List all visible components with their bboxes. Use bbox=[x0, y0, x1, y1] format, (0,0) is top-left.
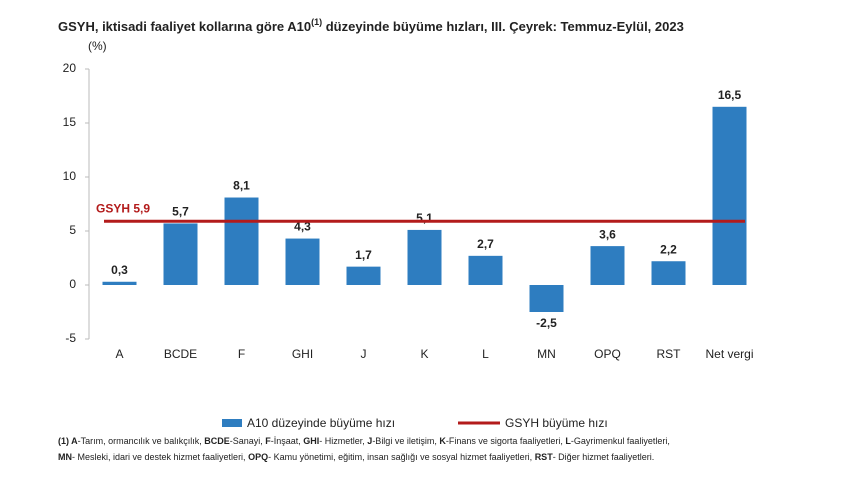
x-tick-label: K bbox=[420, 347, 428, 361]
y-tick-label: 5 bbox=[69, 223, 76, 237]
footnote-code: MN bbox=[58, 452, 72, 462]
bar bbox=[224, 197, 259, 285]
bar bbox=[407, 229, 442, 285]
footnote-text: -Sanayi, bbox=[229, 436, 266, 446]
footnote-code: L bbox=[565, 436, 571, 446]
footnote-code: J bbox=[367, 436, 373, 446]
chart-title: GSYH, iktisadi faaliyet kollarına göre A… bbox=[58, 17, 684, 34]
bar bbox=[285, 238, 320, 285]
footnote-code: F bbox=[265, 436, 271, 446]
bar bbox=[590, 246, 625, 285]
footnote-code: K bbox=[439, 436, 446, 446]
value-label: 0,3 bbox=[111, 263, 128, 277]
footnote-text: -Gayrimenkul faaliyetleri, bbox=[570, 436, 670, 446]
bar bbox=[102, 281, 137, 285]
value-label: 5,1 bbox=[416, 211, 433, 225]
footnote-line: MN- Mesleki, idari ve destek hizmet faal… bbox=[58, 449, 670, 465]
bar bbox=[346, 266, 381, 285]
title-rest: düzeyinde büyüme hızları, III. Çeyrek: T… bbox=[322, 19, 684, 34]
y-unit: (%) bbox=[88, 39, 107, 53]
bar bbox=[163, 223, 198, 285]
y-tick-label: 15 bbox=[63, 115, 77, 129]
value-label: -2,5 bbox=[536, 316, 557, 330]
x-tick-label: MN bbox=[537, 347, 556, 361]
x-tick-label: Net vergi bbox=[705, 347, 753, 361]
footnote-text: -Bilgi ve iletişim, bbox=[372, 436, 440, 446]
y-tick-label: 10 bbox=[63, 169, 77, 183]
value-label: 1,7 bbox=[355, 248, 372, 262]
footnote-code: OPQ bbox=[248, 452, 269, 462]
value-label: 4,3 bbox=[294, 220, 311, 234]
x-tick-label: RST bbox=[657, 347, 682, 361]
x-tick-label: A bbox=[115, 347, 123, 361]
footnote-text: -Tarım, ormancılık ve balıkçılık, bbox=[77, 436, 205, 446]
x-tick-label: BCDE bbox=[164, 347, 197, 361]
footnote-text: -Finans ve sigorta faaliyetleri, bbox=[445, 436, 566, 446]
value-label: 2,7 bbox=[477, 237, 494, 251]
x-tick-label: L bbox=[482, 347, 489, 361]
bar bbox=[529, 285, 564, 312]
y-tick-label: -5 bbox=[65, 331, 76, 345]
value-label: 16,5 bbox=[718, 88, 742, 102]
footnote-code: (1) A bbox=[58, 436, 78, 446]
legend-label: GSYH büyüme hızı bbox=[505, 416, 608, 430]
footnote-text: -İnşaat, bbox=[270, 436, 304, 446]
title-main: GSYH, iktisadi faaliyet kollarına göre A… bbox=[58, 19, 311, 34]
bar bbox=[712, 106, 747, 285]
reference-label: GSYH 5,9 bbox=[96, 201, 150, 215]
chart: GSYH, iktisadi faaliyet kollarına göre A… bbox=[58, 17, 754, 430]
value-label: 5,7 bbox=[172, 205, 189, 219]
footnote: (1) A-Tarım, ormancılık ve balıkçılık, B… bbox=[58, 433, 670, 465]
x-tick-label: OPQ bbox=[594, 347, 621, 361]
x-tick-label: J bbox=[361, 347, 367, 361]
footnote-text: - Mesleki, idari ve destek hizmet faaliy… bbox=[72, 452, 249, 462]
title-sup: (1) bbox=[311, 17, 322, 27]
footnote-code: RST bbox=[534, 452, 553, 462]
value-label: 8,1 bbox=[233, 179, 250, 193]
value-label: 2,2 bbox=[660, 242, 677, 256]
value-label: 3,6 bbox=[599, 227, 616, 241]
legend-swatch bbox=[222, 419, 242, 427]
footnote-code: GHI bbox=[303, 436, 320, 446]
legend-label: A10 düzeyinde büyüme hızı bbox=[247, 416, 395, 430]
footnote-text: - Hizmetler, bbox=[319, 436, 368, 446]
x-tick-label: GHI bbox=[292, 347, 313, 361]
bar bbox=[651, 261, 686, 285]
footnote-line: (1) A-Tarım, ormancılık ve balıkçılık, B… bbox=[58, 433, 670, 449]
y-tick-label: 20 bbox=[63, 61, 77, 75]
footnote-code: BCDE bbox=[204, 436, 230, 446]
bar bbox=[468, 255, 503, 285]
x-tick-label: F bbox=[238, 347, 245, 361]
y-tick-label: 0 bbox=[69, 277, 76, 291]
footnote-text: - Diğer hizmet faaliyetleri. bbox=[552, 452, 655, 462]
footnote-text: - Kamu yönetimi, eğitim, insan sağlığı v… bbox=[268, 452, 535, 462]
